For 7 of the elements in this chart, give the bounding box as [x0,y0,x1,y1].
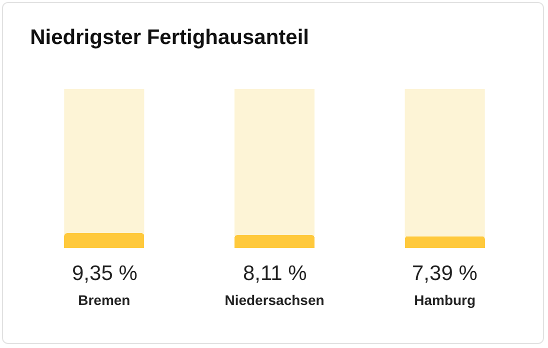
data-label: 9,35 % [72,262,138,285]
x-tick-label: Hamburg [414,292,476,308]
chart-title: Niedrigster Fertighausanteil [30,26,310,49]
x-tick-label: Bremen [78,292,130,308]
data-label: 8,11 % [243,262,307,285]
data-label: 7,39 % [412,262,478,285]
x-tick-label: Niedersachsen [224,292,324,308]
